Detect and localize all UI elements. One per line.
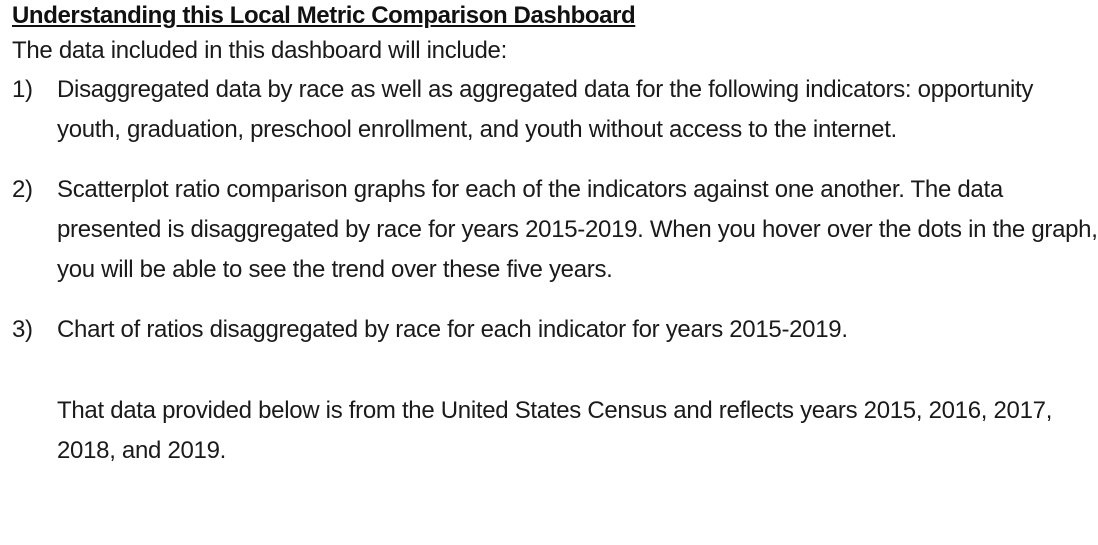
list-item: 1) Disaggregated data by race as well as… <box>12 70 1098 150</box>
list-item-text: Scatterplot ratio comparison graphs for … <box>57 176 1098 283</box>
numbered-list: 1) Disaggregated data by race as well as… <box>12 70 1098 350</box>
list-item: 2) Scatterplot ratio comparison graphs f… <box>12 170 1098 290</box>
list-item-text: Disaggregated data by race as well as ag… <box>57 76 1034 143</box>
list-marker: 3) <box>12 316 33 343</box>
data-source-note: That data provided below is from the Uni… <box>57 397 1053 464</box>
document-title: Understanding this Local Metric Comparis… <box>12 2 636 29</box>
list-marker: 1) <box>12 76 33 103</box>
list-item-text: Chart of ratios disaggregated by race fo… <box>57 316 848 343</box>
intro-text: The data included in this dashboard will… <box>12 37 507 64</box>
list-marker: 2) <box>12 176 33 203</box>
list-item: 3) Chart of ratios disaggregated by race… <box>12 310 1098 350</box>
